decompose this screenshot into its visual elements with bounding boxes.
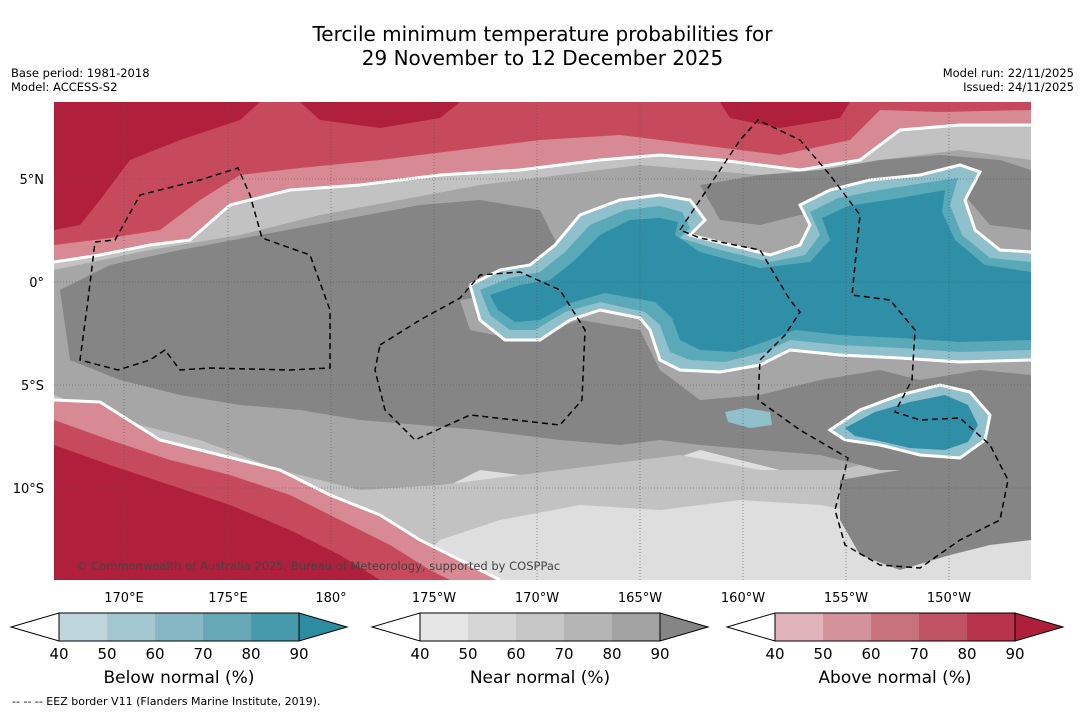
below-normal-blue-southeast-dark <box>845 395 978 450</box>
eez-border-line-islands <box>678 119 1009 569</box>
above-normal-red-north-dark-3 <box>720 102 850 128</box>
issued-date: Issued: 24/11/2025 <box>963 80 1074 94</box>
model-run-date: Model run: 22/11/2025 <box>942 66 1074 80</box>
cb-near-tick: 80 <box>602 645 621 663</box>
colorbar-near-swatch-5 <box>612 613 660 641</box>
colorbar-below-swatch-5 <box>251 613 299 641</box>
colorbar-near-label: Near normal (%) <box>469 668 611 688</box>
colorbar-below-swatch-2 <box>107 613 155 641</box>
lon-label-175w: 175°W <box>412 591 456 606</box>
cb-near-tick: 60 <box>506 645 525 663</box>
lon-label-175e: 175°E <box>208 591 248 606</box>
cb-above-tick: 40 <box>765 645 784 663</box>
lon-label-155w: 155°W <box>824 591 868 606</box>
colorbar-near-swatch-4 <box>564 613 612 641</box>
colorbar-near-swatch-1 <box>420 613 468 641</box>
cb-above-tick: 90 <box>1005 645 1024 663</box>
cb-near-tick: 50 <box>458 645 477 663</box>
colorbar-near-min-arrow <box>370 612 421 642</box>
boundary-blue-central <box>468 163 1031 374</box>
lat-label-5s: 5°S <box>21 379 44 394</box>
cb-above-tick: 70 <box>909 645 928 663</box>
colorbar-below-swatch-1 <box>59 613 107 641</box>
colorbar-near-swatch-2 <box>468 613 516 641</box>
latitude-labels: 5°N 0° 5°S 10°S <box>13 173 44 497</box>
lon-label-170e: 170°E <box>104 591 144 606</box>
colorbar-above-min-arrow <box>725 612 776 642</box>
colorbar-above-label: Above normal (%) <box>818 668 972 688</box>
map-copyright: © Commonwealth of Australia 2025, Bureau… <box>76 559 560 573</box>
cb-below-tick: 60 <box>145 645 164 663</box>
colorbar-above-normal <box>725 612 1065 642</box>
colorbar-below-label: Below normal (%) <box>103 668 255 688</box>
cb-below-tick: 80 <box>241 645 260 663</box>
lat-label-0: 0° <box>29 276 44 291</box>
cb-below-tick: 90 <box>289 645 308 663</box>
colorbar-near-max-arrow <box>659 612 710 642</box>
colorbar-above-swatch-2 <box>823 613 871 641</box>
below-normal-blue-small <box>725 408 772 428</box>
lat-label-5n: 5°N <box>20 173 45 188</box>
cb-above-tick: 60 <box>861 645 880 663</box>
eez-border-central <box>374 271 586 441</box>
tercile-boundaries <box>54 123 1031 580</box>
colorbar-above-swatch-1 <box>775 613 823 641</box>
colorbar-near-normal <box>370 612 710 642</box>
cb-near-tick: 40 <box>410 645 429 663</box>
colorbar-below-max-arrow <box>298 612 349 642</box>
lon-label-150w: 150°W <box>927 591 971 606</box>
boundary-southwest <box>54 398 501 580</box>
longitude-labels: 170°E 175°E 180° 175°W 170°W 165°W 160°W… <box>104 591 971 606</box>
base-period: Base period: 1981-2018 <box>11 66 150 80</box>
boundary-blue-southeast <box>827 383 992 460</box>
colorbar-tick-labels: 40 50 60 70 80 90 40 50 60 70 80 90 40 5… <box>49 645 1024 663</box>
probability-map <box>54 102 1031 580</box>
cb-above-tick: 50 <box>813 645 832 663</box>
graticule <box>54 102 1031 580</box>
lon-label-170w: 170°W <box>515 591 559 606</box>
cb-below-tick: 40 <box>49 645 68 663</box>
colorbar-below-swatch-4 <box>203 613 251 641</box>
above-normal-red-north-dark-2 <box>300 102 460 128</box>
eez-border-kiribati-west <box>79 167 331 371</box>
map-title-line1: Tercile minimum temperature probabilitie… <box>312 22 773 46</box>
eez-borders <box>79 119 1009 569</box>
model-name: Model: ACCESS-S2 <box>11 80 118 94</box>
cb-above-tick: 80 <box>957 645 976 663</box>
lon-label-160w: 160°W <box>721 591 765 606</box>
above-normal-red-southwest-dark <box>54 445 380 580</box>
lon-label-165w: 165°W <box>618 591 662 606</box>
colorbar-below-normal <box>9 612 349 642</box>
above-normal-red-north-mid <box>54 102 1031 245</box>
eez-footnote: -- -- -- EEZ border V11 (Flanders Marine… <box>12 695 321 708</box>
grey-dark-region-southeast <box>840 410 1031 570</box>
boundary-north <box>54 123 1031 264</box>
below-normal-blue-central-dark <box>490 190 1031 352</box>
colorbar-near-swatch-3 <box>516 613 564 641</box>
cb-near-tick: 90 <box>650 645 669 663</box>
cb-below-tick: 70 <box>193 645 212 663</box>
map-title-line2: 29 November to 12 December 2025 <box>361 46 724 70</box>
colorbar-below-swatch-3 <box>155 613 203 641</box>
colorbar-above-max-arrow <box>1014 612 1065 642</box>
cb-below-tick: 50 <box>97 645 116 663</box>
lat-label-10s: 10°S <box>13 482 44 497</box>
colorbar-below-min-arrow <box>9 612 60 642</box>
colorbar-above-swatch-3 <box>871 613 919 641</box>
cb-near-tick: 70 <box>554 645 573 663</box>
above-normal-red-north-dark <box>54 102 260 230</box>
colorbar-above-swatch-4 <box>919 613 967 641</box>
lon-label-180: 180° <box>315 591 346 606</box>
colorbar-above-swatch-5 <box>967 613 1015 641</box>
